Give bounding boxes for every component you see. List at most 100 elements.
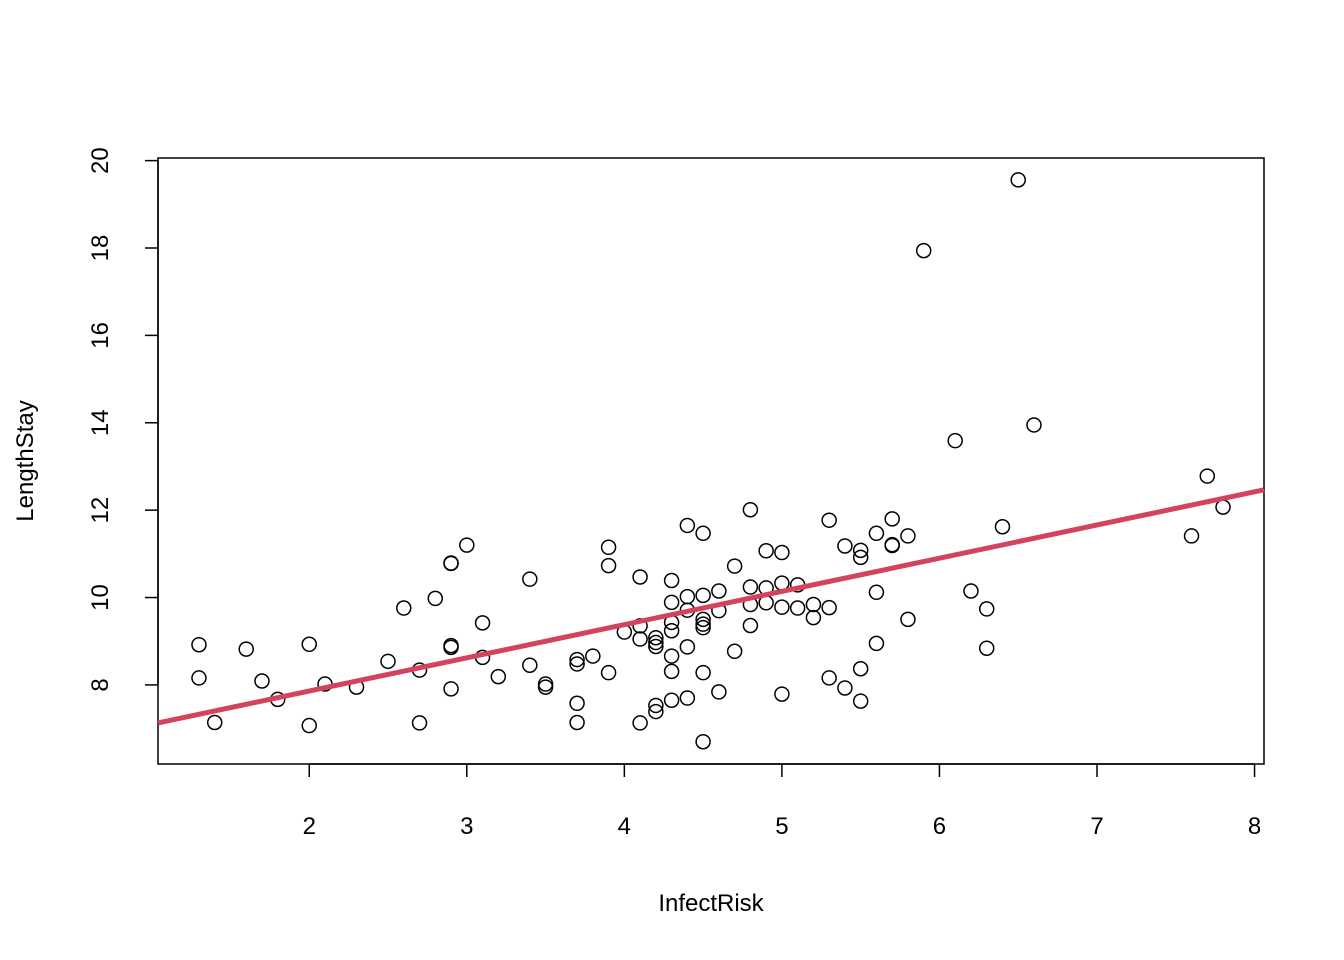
data-point xyxy=(679,517,696,534)
data-point xyxy=(900,611,916,628)
data-point xyxy=(206,714,223,731)
data-point xyxy=(1010,172,1026,188)
data-point xyxy=(915,242,932,259)
data-point xyxy=(852,661,869,677)
data-point xyxy=(537,676,554,692)
x-tick-label: 8 xyxy=(1248,813,1261,840)
y-tick-label: 18 xyxy=(87,235,114,262)
data-point xyxy=(490,668,507,685)
data-point xyxy=(726,558,743,574)
data-point xyxy=(679,588,696,605)
data-point xyxy=(679,690,696,706)
data-point xyxy=(695,587,711,604)
data-point xyxy=(852,693,869,709)
data-point xyxy=(443,555,459,572)
data-point xyxy=(632,569,648,585)
data-point xyxy=(663,622,680,639)
data-point xyxy=(301,717,317,734)
data-point xyxy=(868,584,885,601)
data-point xyxy=(600,539,617,556)
data-point xyxy=(632,715,648,731)
data-point xyxy=(821,670,837,686)
data-point xyxy=(774,686,790,702)
data-point xyxy=(648,629,664,646)
data-point xyxy=(884,537,900,554)
data-point xyxy=(852,542,869,559)
data-point xyxy=(427,590,444,607)
data-point xyxy=(978,601,995,617)
data-point xyxy=(679,639,696,655)
x-tick-label: 7 xyxy=(1090,813,1103,840)
data-point xyxy=(852,549,869,566)
data-point xyxy=(994,519,1011,535)
y-tick-label: 16 xyxy=(87,322,114,349)
data-point xyxy=(396,600,412,616)
data-point xyxy=(742,579,759,595)
x-tick-label: 3 xyxy=(460,813,473,840)
data-points xyxy=(191,172,1231,750)
data-point xyxy=(648,703,664,720)
data-point xyxy=(978,640,995,656)
data-point xyxy=(443,681,459,697)
data-point xyxy=(254,673,270,689)
data-point xyxy=(884,511,900,527)
data-point xyxy=(805,596,822,613)
data-point xyxy=(1183,528,1200,544)
data-point xyxy=(1026,417,1042,433)
y-tick-label: 20 xyxy=(87,147,114,174)
data-point xyxy=(742,501,759,518)
data-point xyxy=(569,651,585,668)
x-tick-label: 6 xyxy=(933,813,946,840)
data-point xyxy=(837,538,853,554)
data-point xyxy=(742,617,759,634)
data-point xyxy=(663,648,680,664)
data-point xyxy=(837,680,853,696)
data-point xyxy=(569,714,585,731)
data-point xyxy=(632,631,648,647)
data-point xyxy=(443,639,459,656)
data-point xyxy=(789,600,806,616)
data-point xyxy=(695,525,711,542)
regression-line xyxy=(157,487,1265,726)
data-point xyxy=(726,643,743,660)
data-point xyxy=(711,684,727,700)
data-point xyxy=(900,528,916,544)
data-point xyxy=(868,635,885,652)
data-point xyxy=(663,663,680,680)
data-point xyxy=(380,653,396,670)
data-point xyxy=(648,697,664,714)
data-point xyxy=(821,512,837,528)
data-point xyxy=(191,670,207,686)
data-point xyxy=(522,657,538,674)
data-point xyxy=(569,656,585,672)
data-point xyxy=(695,619,711,636)
data-point xyxy=(522,571,538,587)
data-point xyxy=(1215,499,1231,515)
data-point xyxy=(805,609,822,626)
data-point xyxy=(459,537,475,553)
data-point xyxy=(1199,468,1216,484)
data-point xyxy=(585,648,601,664)
data-point xyxy=(648,638,664,655)
data-point xyxy=(695,733,711,750)
data-point xyxy=(821,599,837,616)
y-axis-label: LengthStay xyxy=(12,400,39,521)
y-tick-label: 10 xyxy=(87,584,114,611)
x-axis-label: InfectRisk xyxy=(658,890,764,917)
data-point xyxy=(868,525,885,542)
y-tick-label: 14 xyxy=(87,409,114,436)
y-tick-label: 8 xyxy=(87,678,114,691)
data-point xyxy=(711,583,727,599)
data-point xyxy=(191,636,207,653)
data-point xyxy=(600,557,617,574)
data-point xyxy=(600,664,617,681)
data-point xyxy=(663,692,680,708)
data-point xyxy=(695,611,711,628)
data-point xyxy=(663,572,680,589)
data-point xyxy=(663,594,680,611)
data-point xyxy=(238,641,254,657)
data-point xyxy=(695,664,711,681)
data-point xyxy=(301,636,317,653)
x-tick-label: 4 xyxy=(618,813,631,840)
